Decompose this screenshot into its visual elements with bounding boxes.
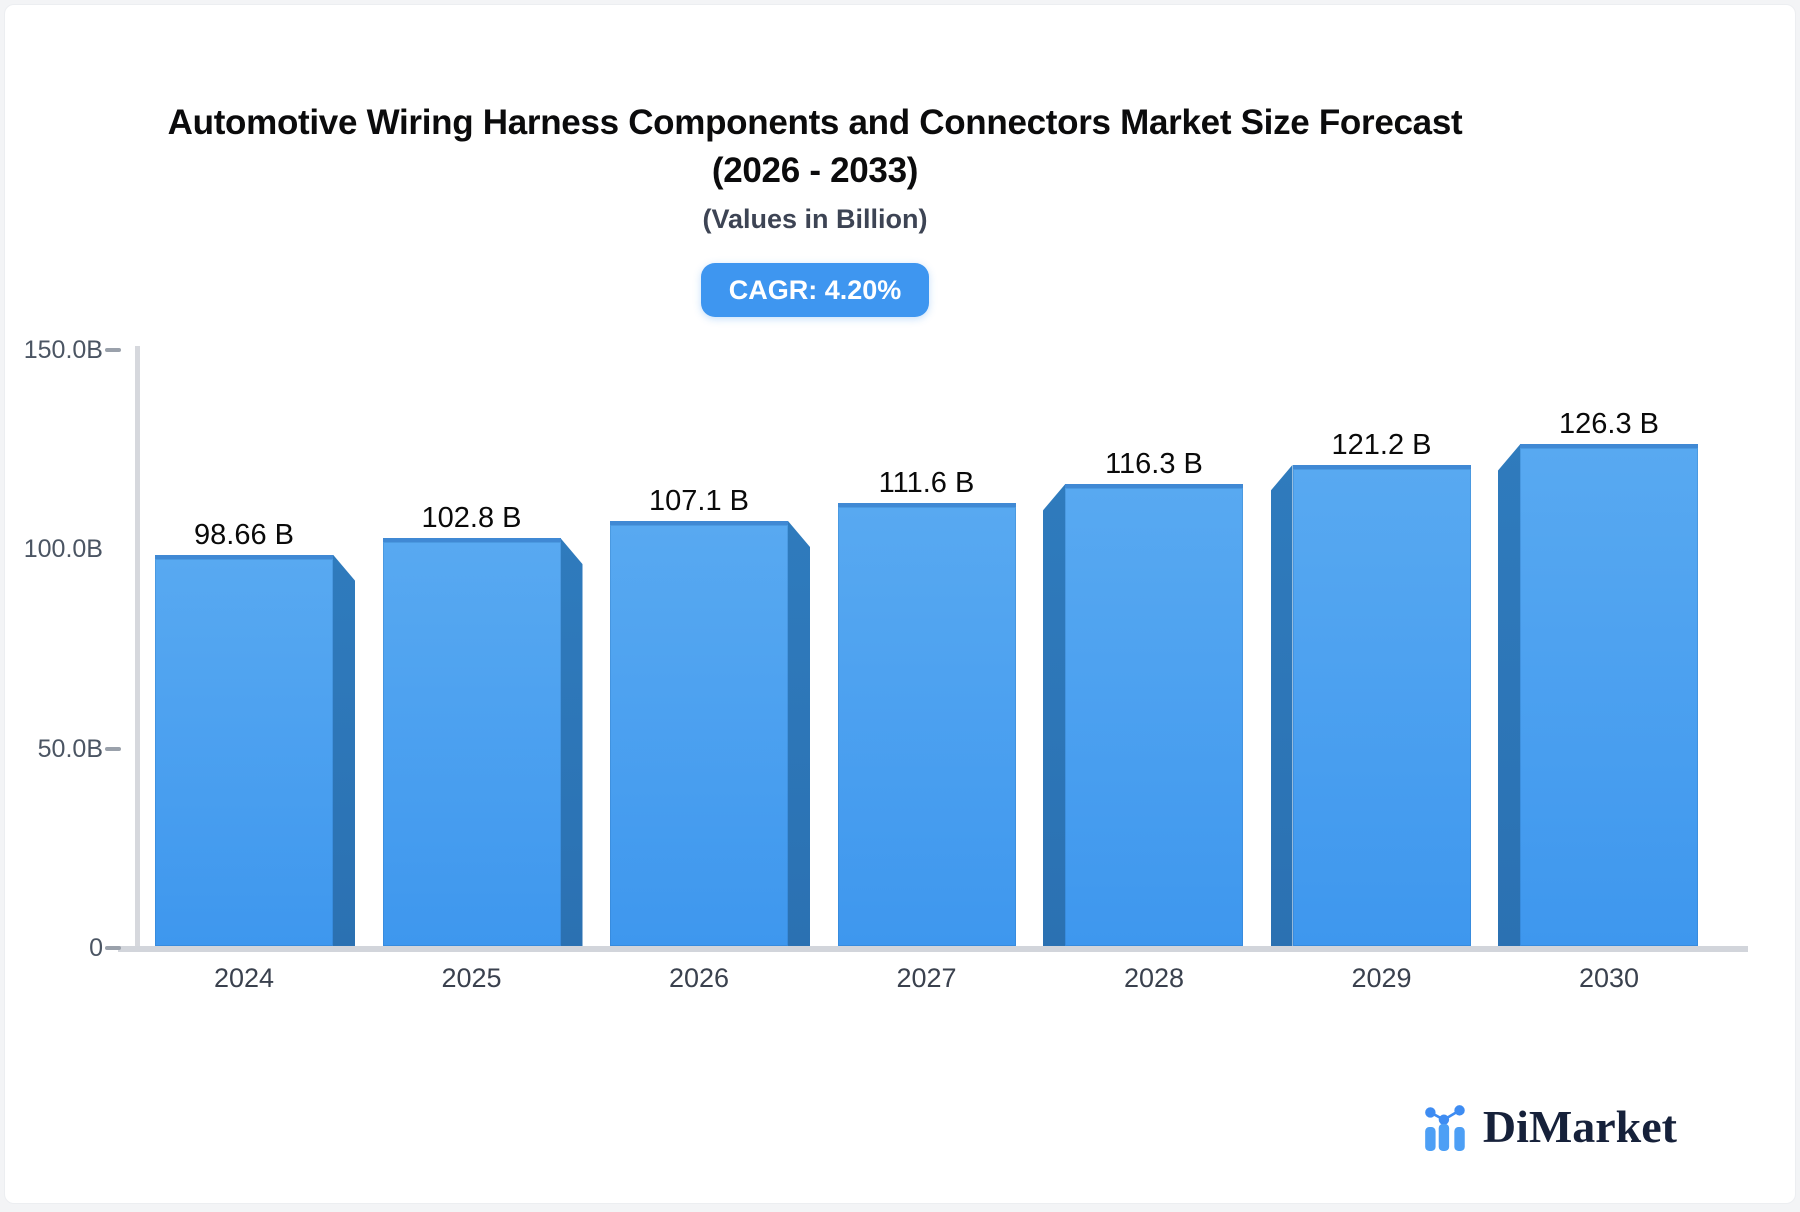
bar-side-face: [1043, 484, 1065, 946]
bar-2026: [610, 521, 788, 946]
bar-2028: [1065, 484, 1243, 946]
bar-2029: [1292, 464, 1471, 946]
cagr-badge: CAGR: 4.20%: [700, 263, 930, 317]
bar-value-label: 116.3 B: [1105, 448, 1203, 481]
x-axis-label: 2028: [1123, 963, 1185, 993]
bar-value-label: 126.3 B: [1559, 408, 1659, 441]
y-tick-mark: [105, 348, 121, 352]
bar-side-face: [560, 538, 583, 946]
chart-subtitle: (Values in Billion): [702, 204, 928, 234]
bar-value-label: 121.2 B: [1331, 428, 1432, 461]
bar-value-label: 98.66 B: [194, 518, 294, 551]
y-tick-label: 100.0B: [23, 535, 103, 564]
bar-chart: 150.0B 100.0B 50.0B 0 98.66 B 2024 102.8 B 202…: [5, 5, 1795, 1203]
bar-side-face: [1270, 464, 1293, 946]
y-tick-mark: [105, 746, 121, 751]
chart-header: Automotive Wiring Harness Components and…: [5, 99, 1625, 317]
bar-2027: [837, 503, 1016, 946]
y-tick-label: 150.0B: [23, 336, 103, 364]
y-axis-line: [135, 346, 140, 952]
bar-2030: [1520, 444, 1698, 946]
dimarket-logo-text: DiMarket: [1482, 1101, 1677, 1152]
x-axis-label: 2029: [1351, 963, 1412, 993]
bar-side-face: [1498, 444, 1520, 946]
y-tick-label: 0: [89, 934, 103, 962]
bar-side-face: [788, 521, 810, 946]
x-axis-label: 2027: [896, 963, 957, 993]
dimarket-logo: DiMarket: [1421, 1101, 1677, 1151]
bar-value-label: 102.8 B: [421, 502, 522, 535]
chart-title-line2: (2026 - 2033): [711, 151, 919, 190]
x-axis-line: [118, 946, 1748, 952]
bar-side-face: [333, 554, 355, 946]
x-axis-label: 2025: [441, 963, 502, 993]
x-axis-label: 2024: [213, 963, 275, 993]
bar-2024: [155, 554, 333, 946]
x-axis-label: 2026: [668, 963, 730, 993]
x-axis-label: 2030: [1578, 963, 1640, 993]
bar-2025: [382, 538, 561, 946]
chart-card: Automotive Wiring Harness Components and…: [4, 4, 1796, 1204]
y-tick-label: 50.0B: [37, 734, 103, 763]
bar-value-label: 111.6 B: [878, 467, 975, 500]
y-tick-mark: [105, 946, 121, 950]
chart-title-line1: Automotive Wiring Harness Components and…: [167, 103, 1463, 142]
bar-value-label: 107.1 B: [649, 485, 749, 518]
mini-bar-chart-icon: [1425, 1105, 1465, 1151]
